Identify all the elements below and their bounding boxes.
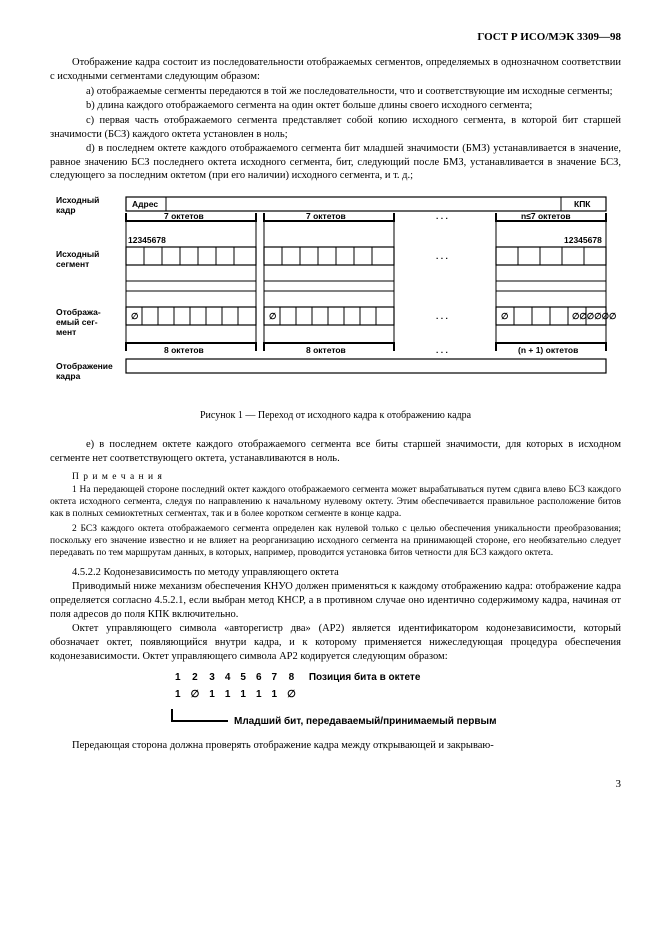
note-1: 1 На передающей стороне последний октет … (50, 484, 621, 521)
paragraph-7: Приводимый ниже механизм обеспечения КНУ… (50, 580, 621, 621)
lbl-7oct-b: 7 октетов (306, 211, 346, 221)
lbl-bits-b: 12345678 (564, 235, 602, 245)
bit-val-1: 1 (170, 686, 186, 703)
lbl-np1: (n + 1) октетов (518, 345, 578, 355)
bit-val-6: 1 (251, 686, 267, 703)
lbl-map-seg-1: Отобража- (56, 307, 101, 317)
page-number: 3 (50, 777, 621, 791)
lbl-nle7: n≤7 октетов (521, 211, 571, 221)
bit-val-7: 1 (267, 686, 283, 703)
figure-caption: Рисунок 1 — Переход от исходного кадра к… (50, 409, 621, 422)
bit-pos-6: 6 (251, 669, 267, 686)
bit-val-2: ∅ (186, 686, 205, 703)
note-2: 2 БСЗ каждого октета отображаемого сегме… (50, 523, 621, 560)
lbl-dots-3: . . . (436, 311, 448, 321)
paragraph-e: e) в последнем октете каждого отображаем… (50, 438, 621, 465)
paragraph-a: a) отображаемые сегменты передаются в то… (50, 85, 621, 99)
lsb-bracket: Младший бит, передаваемый/принимаемый пе… (168, 709, 588, 731)
bit-pos-2: 2 (186, 669, 205, 686)
lbl-src-frame-2: кадр (56, 205, 76, 215)
lbl-dots-2: . . . (436, 251, 448, 261)
bit-val-5: 1 (235, 686, 251, 703)
lbl-7oct-a: 7 октетов (164, 211, 204, 221)
lbl-zero-b: ∅ (269, 311, 277, 321)
lbl-addr: Адрес (132, 199, 158, 209)
bit-val-8: ∅ (282, 686, 301, 703)
funnel-hatch (126, 265, 606, 307)
notes-header: П р и м е ч а н и я (50, 471, 621, 483)
paragraph-d: d) в последнем октете каждого отображаем… (50, 142, 621, 183)
lbl-map-frame-2: кадра (56, 371, 81, 381)
lbl-src-seg-1: Исходный (56, 249, 99, 259)
bit-pos-8: 8 (282, 669, 301, 686)
bit-pos-7: 7 (267, 669, 283, 686)
heading-4522: 4.5.2.2 Кодонезависимость по методу упра… (50, 566, 621, 580)
lbl-zero-c: ∅ (501, 311, 509, 321)
frame-mapping-diagram: .t { font-family: Arial, sans-serif; fon… (56, 191, 616, 401)
lbl-zero-a: ∅ (131, 311, 139, 321)
bit-val-4: 1 (220, 686, 236, 703)
lbl-dots-4: . . . (436, 345, 448, 355)
bit-position-table: 1 2 3 4 5 6 7 8 Позиция бита в октете 1 … (170, 669, 425, 703)
lbl-zeros6: ∅∅∅∅∅∅ (572, 311, 616, 321)
lbl-map-seg-2: емый сег- (56, 317, 98, 327)
paragraph-intro: Отображение кадра состоит из последовате… (50, 56, 621, 83)
bit-pos-3: 3 (204, 669, 220, 686)
lbl-8oct-b: 8 октетов (306, 345, 346, 355)
lbl-bits-a: 12345678 (128, 235, 166, 245)
lbl-map-seg-3: мент (56, 327, 76, 337)
lbl-map-frame-1: Отображение (56, 361, 113, 371)
lbl-src-frame-1: Исходный (56, 195, 99, 205)
lbl-src-seg-2: сегмент (56, 259, 89, 269)
paragraph-b: b) длина каждого отображаемого сегмента … (50, 99, 621, 113)
paragraph-8: Октет управляющего символа «авторегистр … (50, 622, 621, 663)
lbl-kpk: КПК (574, 199, 591, 209)
lbl-8oct-a: 8 октетов (164, 345, 204, 355)
doc-header: ГОСТ Р ИСО/МЭК 3309—98 (50, 30, 621, 44)
bit-values-row: 1 ∅ 1 1 1 1 1 ∅ (170, 686, 425, 703)
bit-pos-label: Позиция бита в октете (301, 669, 426, 686)
bit-val-3: 1 (204, 686, 220, 703)
lbl-dots-1: . . . (436, 211, 448, 221)
bit-pos-4: 4 (220, 669, 236, 686)
bit-pos-1: 1 (170, 669, 186, 686)
lsb-label: Младший бит, передаваемый/принимаемый пе… (234, 715, 496, 727)
bit-pos-5: 5 (235, 669, 251, 686)
bit-positions-row: 1 2 3 4 5 6 7 8 Позиция бита в октете (170, 669, 425, 686)
paragraph-c: c) первая часть отображаемого сегмента п… (50, 114, 621, 141)
paragraph-9: Передающая сторона должна проверять отоб… (50, 739, 621, 753)
